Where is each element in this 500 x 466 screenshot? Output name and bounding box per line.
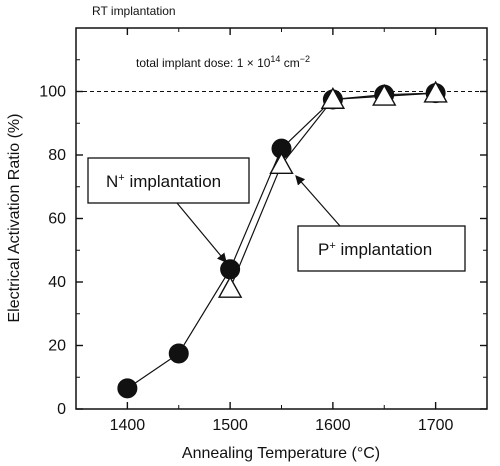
- top-label: RT implantation: [92, 4, 176, 18]
- x-tick-label: 1400: [110, 417, 146, 434]
- n-implantation-label: N+ implantation: [106, 172, 221, 191]
- n-implantation-callout: N+ implantation: [87, 157, 250, 263]
- dose-annotation-suffix: cm: [280, 56, 299, 70]
- dose-annotation: total implant dose: 1 × 1014 cm−2: [136, 54, 310, 70]
- x-axis-label: Annealing Temperature (°C): [182, 445, 380, 462]
- x-tick-label: 1600: [315, 417, 351, 434]
- y-tick-label: 40: [48, 274, 66, 291]
- n-implantation-arrow: [176, 202, 227, 263]
- marker-layer: [117, 80, 448, 399]
- y-tick-label: 60: [48, 211, 66, 228]
- y-tick-label: 0: [57, 401, 66, 418]
- p-implantation-label: P+ implantation: [318, 240, 432, 259]
- p-implantation-point: [269, 152, 294, 175]
- p-implantation-label-main: P: [318, 240, 329, 259]
- n-implantation-point: [117, 378, 138, 399]
- p-implantation-label-box: [297, 225, 466, 272]
- p-implantation-callout: P+ implantation: [295, 175, 466, 272]
- p-implantation-label-sup: +: [329, 240, 335, 252]
- n-implantation-label-sup: +: [118, 172, 124, 184]
- p-implantation-point: [320, 86, 346, 109]
- p-implantation-label-rest: implantation: [336, 240, 432, 259]
- dose-annotation-prefix: total implant dose: 1 × 10: [136, 56, 271, 70]
- y-tick-label: 80: [48, 147, 66, 164]
- n-implantation-label-box: [87, 157, 250, 204]
- y-tick-label: 100: [39, 84, 66, 101]
- axis-ticks: 1400 1500 1600 1700 0 20 40 60 80 100: [39, 28, 488, 434]
- p-implantation-point: [423, 80, 448, 103]
- p-implantation-point: [372, 83, 397, 106]
- p-implantation-arrow: [295, 175, 341, 227]
- n-implantation-label-main: N: [106, 172, 118, 191]
- n-implantation-label-rest: implantation: [125, 172, 221, 191]
- y-axis-label: Electrical Activation Ratio (%): [6, 114, 23, 323]
- dose-annotation-exponent: 14: [270, 54, 280, 64]
- y-tick-label: 20: [48, 338, 66, 355]
- dose-annotation-unit-exponent: −2: [300, 54, 310, 64]
- p-implantation-point: [217, 275, 243, 298]
- x-tick-label: 1700: [418, 417, 454, 434]
- n-implantation-point: [168, 343, 189, 364]
- plot-frame: [75, 27, 488, 410]
- x-tick-label: 1500: [212, 417, 248, 434]
